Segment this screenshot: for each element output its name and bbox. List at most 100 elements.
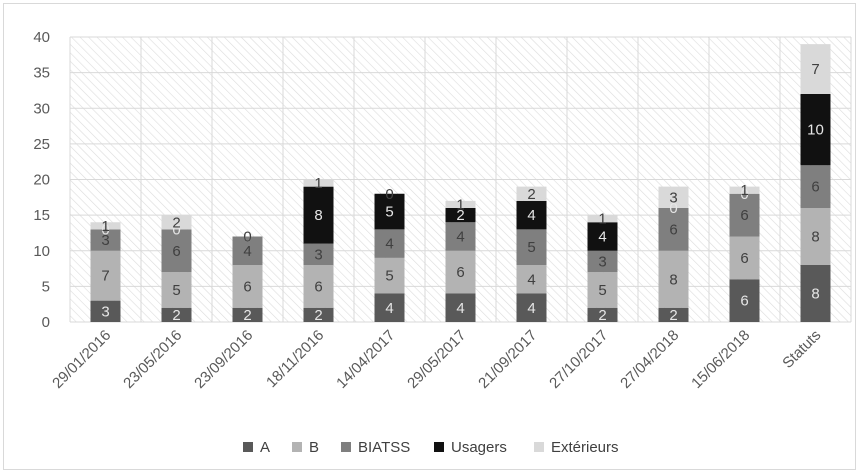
- bar-segment: [516, 293, 547, 322]
- bar-segment: [729, 186, 760, 194]
- data-label: 5: [598, 282, 606, 299]
- bar-segment: [161, 229, 192, 273]
- data-label: 4: [385, 300, 393, 317]
- data-label: 2: [456, 207, 464, 224]
- y-tick-label: 20: [33, 172, 50, 189]
- data-label: 3: [598, 253, 606, 270]
- data-label: 2: [598, 307, 606, 324]
- bar-segment: [445, 250, 476, 294]
- bar-segment: [658, 250, 689, 308]
- data-label: 7: [811, 61, 819, 78]
- bar-segment: [90, 229, 121, 251]
- legend-label: A: [260, 439, 270, 456]
- data-label: 1: [314, 175, 322, 192]
- data-label: 10: [807, 122, 824, 139]
- data-label: 4: [456, 300, 464, 317]
- bar-segment: [800, 44, 831, 94]
- data-label: 5: [385, 268, 393, 285]
- legend-swatch: [434, 442, 444, 452]
- gridlines: [69, 36, 852, 323]
- data-label: 8: [811, 229, 819, 246]
- data-label: 8: [314, 207, 322, 224]
- data-label: 6: [456, 264, 464, 281]
- y-tick-label: 35: [33, 65, 50, 82]
- data-label: 6: [740, 250, 748, 267]
- x-tick-label: 21/09/2017: [475, 327, 540, 392]
- y-tick-label: 25: [33, 136, 50, 153]
- data-label: 6: [740, 207, 748, 224]
- bar-segment: [587, 222, 618, 251]
- bar-segment: [800, 208, 831, 265]
- bar-segment: [303, 243, 334, 265]
- data-label: 4: [527, 300, 535, 317]
- y-axis-ticks: 0 5 10 15 20 25 30 35 40: [33, 29, 50, 331]
- data-label: 3: [101, 303, 109, 320]
- legend-label: B: [309, 439, 319, 456]
- y-tick-label: 10: [33, 243, 50, 260]
- bar-segment: [516, 265, 547, 294]
- data-label: 4: [598, 229, 606, 246]
- bar-segment: [232, 236, 263, 265]
- y-tick-label: 30: [33, 100, 50, 117]
- bar-segment: [303, 307, 334, 322]
- data-label: 6: [243, 278, 251, 295]
- bar-segment: [658, 208, 689, 251]
- bar-segment: [516, 200, 547, 230]
- data-label: 0: [740, 186, 748, 203]
- data-label: 3: [669, 189, 677, 206]
- bars: [90, 44, 831, 322]
- x-tick-label: 18/11/2016: [263, 327, 327, 391]
- data-label: 6: [669, 221, 677, 238]
- data-label: 4: [243, 243, 251, 260]
- data-label: 0: [243, 229, 251, 246]
- bar-segment: [445, 222, 476, 251]
- data-label: 3: [314, 246, 322, 263]
- x-tick-label: 29/05/2017: [404, 327, 469, 392]
- bar-segment: [445, 208, 476, 223]
- x-tick-label: 23/05/2016: [120, 327, 185, 392]
- data-label: 0: [101, 221, 109, 238]
- data-label: 6: [740, 293, 748, 310]
- data-label: 0: [172, 221, 180, 238]
- bar-segment: [587, 250, 618, 273]
- data-label: 2: [669, 307, 677, 324]
- data-label: 1: [740, 182, 748, 199]
- data-label: 2: [172, 307, 180, 324]
- data-label: 4: [527, 207, 535, 224]
- data-label: 7: [101, 268, 109, 285]
- x-tick-label: 27/10/2017: [546, 327, 611, 392]
- x-tick-label: 27/04/2018: [617, 327, 682, 392]
- data-label: 6: [811, 179, 819, 196]
- bar-segment: [800, 94, 831, 166]
- y-tick-label: 5: [42, 278, 50, 295]
- data-label: 0: [669, 200, 677, 217]
- x-tick-label: 15/06/2018: [688, 327, 753, 392]
- data-label: 2: [172, 214, 180, 231]
- bar-segment: [658, 186, 689, 208]
- x-tick-label: 23/09/2016: [191, 327, 256, 392]
- data-label: 2: [314, 307, 322, 324]
- data-label: 1: [456, 196, 464, 213]
- bar-segment: [445, 200, 476, 208]
- y-tick-label: 0: [42, 314, 50, 331]
- bar-segment: [729, 193, 760, 237]
- bar-segment: [374, 229, 405, 258]
- data-label: 4: [456, 229, 464, 246]
- bar-segment: [161, 272, 192, 308]
- bar-segment: [90, 300, 121, 322]
- data-label: 5: [172, 282, 180, 299]
- legend-swatch: [243, 442, 253, 452]
- x-axis-ticks: 29/01/2016 23/05/2016 23/09/2016 18/11/2016…: [49, 327, 824, 392]
- legend: A B BIATSS Usagers Extérieurs: [243, 439, 619, 456]
- bar-segment: [303, 179, 334, 187]
- data-label: 1: [101, 218, 109, 235]
- legend-label: BIATSS: [358, 439, 410, 456]
- bar-segment: [374, 257, 405, 294]
- data-label: 6: [314, 278, 322, 295]
- bar-segment: [90, 250, 121, 301]
- bar-segment: [587, 272, 618, 308]
- data-label: 1: [598, 211, 606, 228]
- bar-segment: [303, 186, 334, 244]
- y-tick-label: 15: [33, 207, 50, 224]
